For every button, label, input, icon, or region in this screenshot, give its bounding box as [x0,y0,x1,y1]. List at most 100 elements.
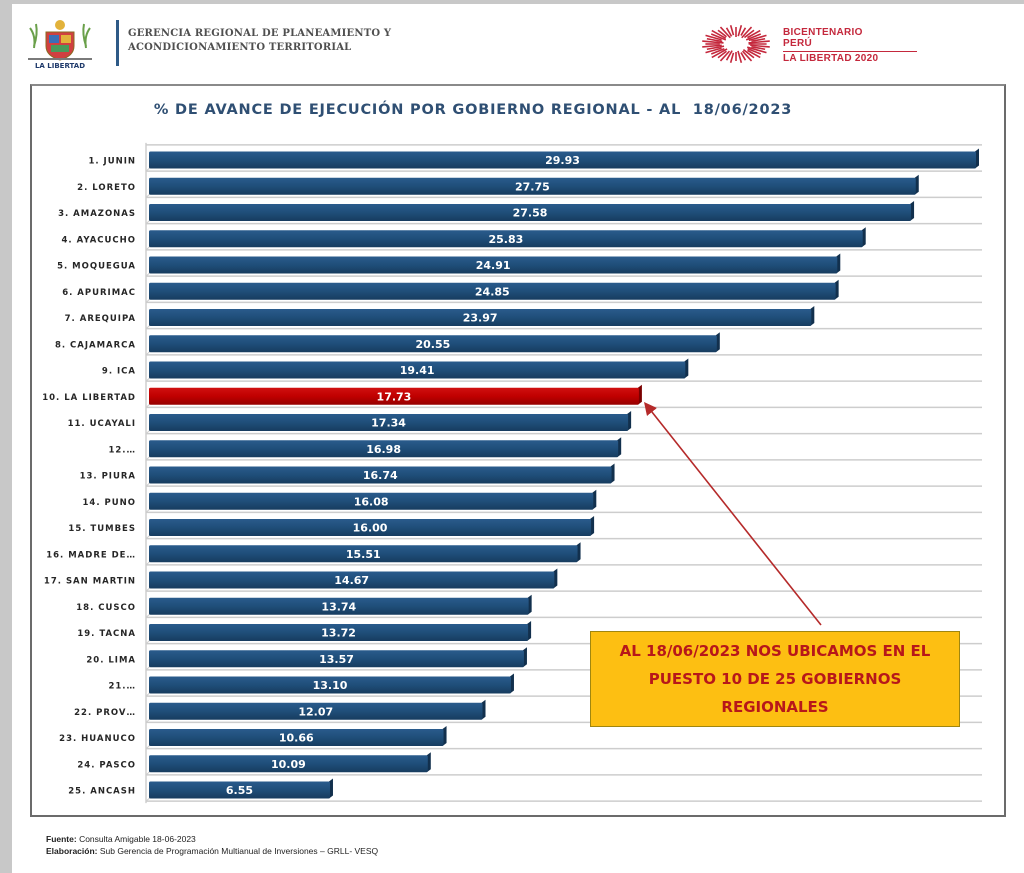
bar [149,676,511,694]
bar [149,440,619,458]
category-label: 2. LORETO [77,183,136,193]
category-label: 18. CUSCO [76,603,136,613]
category-label: 23. HUANUCO [59,734,136,744]
footer-elaboration: Elaboración: Sub Gerencia de Programació… [46,845,378,857]
sunburst-ray [740,52,747,61]
bicentenario-line2: PERÚ [783,38,812,49]
sunburst-ray [747,29,761,39]
value-label: 12.07 [298,705,333,718]
sunburst-ray [751,37,766,43]
bicentenario-text: BICENTENARIO PERÚ LA LIBERTAD 2020 [783,28,917,64]
category-label: 17. SAN MARTIN [44,577,136,587]
footer-source: Fuente: Consulta Amigable 18-06-2023 [46,833,378,845]
sunburst-ray [729,25,735,36]
bar [149,571,555,589]
viewer-top-border [0,0,1024,4]
category-label: 3. AMAZONAS [58,209,136,219]
value-label: 24.91 [476,259,511,272]
sunburst-ray [725,27,733,37]
bar [149,177,916,195]
sunburst-ray [702,44,722,48]
sunburst-ray [742,49,755,59]
ranking-callout-box: AL 18/06/2023 NOS UBICAMOS EN EL PUESTO … [590,631,960,727]
category-label: 7. AREQUIPA [65,314,136,324]
bar [149,729,444,746]
category-label: 6. APURIMAC [62,288,136,298]
value-label: 13.10 [313,679,348,692]
bar [149,414,629,431]
category-label: 21.… [108,682,136,692]
category-label: 16. MADRE DE… [46,550,136,560]
category-label: 22. PROV… [74,708,136,718]
sunburst-ray [750,44,770,48]
bar [149,361,686,379]
bar [149,256,838,274]
bar [149,466,612,484]
category-label: 10. LA LIBERTAD [42,393,136,403]
footer-elaboration-label: Elaboración: [46,846,98,856]
value-label: 10.66 [279,732,314,745]
bar [149,282,836,300]
bar [149,519,592,536]
sunburst-ray [737,25,743,37]
organization-title: GERENCIA REGIONAL DE PLANEAMIENTO Y ACON… [128,27,391,55]
bar [149,230,863,248]
value-label: 13.74 [321,600,356,613]
callout-arrow [644,401,822,626]
category-label: 5. MOQUEGUA [57,262,136,272]
value-label: 19.41 [400,364,435,377]
value-label: 15.51 [346,548,381,561]
value-label: 24.85 [475,285,510,298]
value-label: 16.98 [366,443,401,456]
sunburst-ray [745,33,762,41]
sunburst-ray [706,37,723,43]
value-label: 20.55 [416,338,451,351]
value-label: 29.93 [545,154,580,167]
value-label: 27.75 [515,180,550,193]
organization-title-line2: ACONDICIONAMIENTO TERRITORIAL [128,42,352,53]
value-label: 16.08 [354,495,389,508]
footer-notes: Fuente: Consulta Amigable 18-06-2023 Ela… [46,833,378,857]
category-label: 8. CAJAMARCA [55,340,136,350]
category-label: 11. UCAYALI [68,419,136,429]
value-label: 13.72 [321,627,356,640]
bar [149,650,524,668]
sunburst-ray [743,29,755,39]
sunburst-ray [702,40,724,44]
chart-title: % DE AVANCE DE EJECUCIÓN POR GOBIERNO RE… [153,102,793,118]
sunburst-ray [710,33,727,41]
bar [149,755,428,773]
sunburst-ray [747,46,767,54]
bar [149,335,717,353]
category-label: 24. PASCO [77,760,136,770]
bar [149,545,578,563]
bar [149,624,529,641]
sunburst-ray [748,40,770,44]
callout-line3: REGIONALES [721,698,829,716]
bicentenario-rule [783,51,917,52]
bar [149,151,976,169]
sunburst-ray [717,29,727,38]
value-label: 17.34 [371,417,406,430]
sunburst-ray [737,50,743,63]
value-label: 27.58 [513,207,548,220]
header-divider [116,20,119,66]
sunburst-ray [751,45,766,51]
sunburst-ray [748,34,767,42]
sunburst-ray [711,29,727,40]
sunburst-ray [729,52,735,63]
sunburst-ray [706,45,725,51]
bicentenario-line1: BICENTENARIO [783,27,863,38]
sunburst-ray [705,34,722,41]
value-label: 25.83 [488,233,523,246]
value-label: 13.57 [319,653,354,666]
bar [149,702,483,720]
bar [149,309,812,326]
value-label: 10.09 [271,758,306,771]
organization-title-line1: GERENCIA REGIONAL DE PLANEAMIENTO Y [128,28,392,39]
category-label: 1. JUNIN [88,157,136,167]
category-label: 4. AYACUCHO [61,235,136,245]
category-label: 25. ANCASH [68,787,136,797]
sunburst-ray [725,50,733,61]
